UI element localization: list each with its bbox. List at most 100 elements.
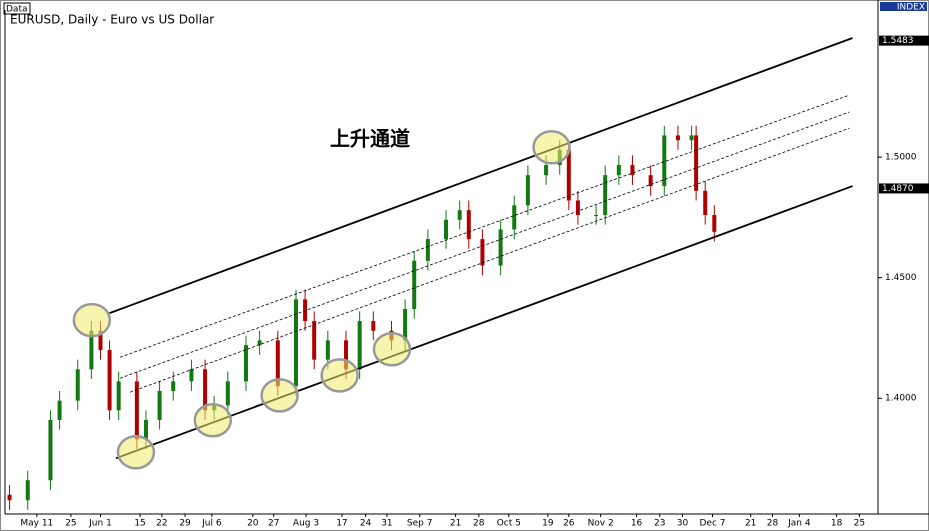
candle-body bbox=[466, 210, 471, 240]
channel-line bbox=[115, 185, 853, 460]
channel-line bbox=[119, 94, 850, 358]
x-tick-label: 26 bbox=[563, 519, 575, 529]
candle-body bbox=[412, 260, 417, 310]
x-tick-label: Jun 1 bbox=[88, 519, 112, 529]
x-tick-label: 21 bbox=[745, 519, 756, 529]
price-tag-label: 1.5483 bbox=[882, 36, 914, 46]
highlight-circle bbox=[193, 402, 233, 438]
candle-body bbox=[303, 299, 308, 322]
x-tick-label: 24 bbox=[360, 519, 372, 529]
candle-body bbox=[544, 165, 549, 176]
candle-body bbox=[616, 165, 621, 176]
x-tick-label: 31 bbox=[381, 519, 392, 529]
axis-badge bbox=[880, 2, 927, 11]
candle-body bbox=[225, 381, 230, 406]
highlight-circle bbox=[532, 129, 571, 165]
channel-line bbox=[109, 37, 853, 314]
candle-body bbox=[189, 369, 194, 382]
channel-line bbox=[129, 127, 850, 393]
candle-body bbox=[512, 205, 517, 230]
candle-body bbox=[203, 369, 208, 411]
candle-body bbox=[116, 381, 121, 411]
x-tick-label: 30 bbox=[677, 519, 689, 529]
x-tick-label: 21 bbox=[450, 519, 461, 529]
candle-body bbox=[425, 239, 430, 261]
candle-body bbox=[694, 135, 699, 191]
candle-body bbox=[525, 175, 530, 206]
candle-body bbox=[48, 419, 53, 481]
x-tick-label: Dec 7 bbox=[699, 519, 725, 529]
candle-body bbox=[294, 299, 298, 387]
tab bbox=[3, 2, 31, 15]
x-tick-label: 18 bbox=[831, 519, 843, 529]
candle-body bbox=[98, 330, 103, 351]
price-tag bbox=[879, 35, 929, 46]
candle-body bbox=[444, 219, 449, 240]
x-tick-label: 29 bbox=[179, 519, 191, 529]
x-tick-label: Oct 5 bbox=[497, 519, 521, 529]
candle-body bbox=[712, 214, 717, 232]
candle-body bbox=[689, 135, 694, 141]
x-tick-label: 16 bbox=[631, 519, 643, 529]
highlight-circle bbox=[72, 302, 112, 338]
x-tick-label: Nov 2 bbox=[588, 519, 614, 529]
price-tag bbox=[879, 183, 929, 194]
chart-title: EURUSD, Daily - Euro vs US Dollar bbox=[10, 13, 214, 27]
x-tick-label: 19 bbox=[542, 519, 554, 529]
x-tick-label: Sep 7 bbox=[407, 519, 433, 529]
candle-body bbox=[675, 135, 680, 141]
candle-body bbox=[357, 321, 362, 370]
candle-body bbox=[257, 340, 262, 346]
candle-body bbox=[630, 165, 635, 176]
candle-body bbox=[403, 309, 408, 341]
candle-body bbox=[603, 175, 608, 215]
x-tick-label: Jan 4 bbox=[787, 519, 811, 529]
candle-body bbox=[171, 381, 176, 392]
candle-body bbox=[662, 135, 667, 187]
candle-body bbox=[498, 229, 503, 266]
y-tick-label: 1.4000 bbox=[885, 394, 917, 404]
channel-line bbox=[119, 111, 850, 379]
candle-body bbox=[134, 381, 139, 440]
candle-body bbox=[325, 340, 330, 360]
candle-body bbox=[143, 419, 148, 440]
candle-body bbox=[57, 400, 62, 420]
x-tick-label: 17 bbox=[336, 519, 347, 529]
y-tick-label: 1.5000 bbox=[885, 153, 917, 163]
candle-body bbox=[25, 480, 30, 501]
axis-badge-label: INDEX bbox=[897, 3, 925, 13]
candle-body bbox=[107, 350, 112, 411]
x-tick-label: 28 bbox=[767, 519, 779, 529]
x-tick-label: May 11 bbox=[20, 519, 53, 529]
y-tick-label: 1.4500 bbox=[885, 273, 917, 283]
candle-body bbox=[703, 190, 708, 215]
candle-body bbox=[594, 214, 599, 216]
candle-body bbox=[89, 330, 94, 370]
x-tick-label: 15 bbox=[134, 519, 145, 529]
candle-body bbox=[75, 369, 80, 401]
candle-body bbox=[243, 345, 248, 382]
x-tick-label: 20 bbox=[247, 519, 259, 529]
candle-body bbox=[275, 340, 280, 387]
highlight-circle bbox=[320, 358, 359, 393]
annotation: 上升通道 bbox=[330, 127, 410, 151]
x-tick-label: Aug 3 bbox=[293, 519, 319, 529]
candle-body bbox=[480, 239, 485, 266]
candle-body bbox=[312, 321, 317, 360]
x-tick-label: 23 bbox=[654, 519, 665, 529]
candle-body bbox=[371, 321, 376, 331]
x-tick-label: 28 bbox=[473, 519, 485, 529]
x-tick-label: 22 bbox=[156, 519, 167, 529]
highlight-circle bbox=[372, 332, 412, 367]
highlight-circle bbox=[260, 378, 299, 413]
tab-label: Data bbox=[6, 5, 28, 15]
candle-body bbox=[344, 340, 349, 370]
candle-body bbox=[575, 200, 580, 215]
highlight-circle bbox=[116, 435, 156, 470]
x-tick-label: Jul 6 bbox=[201, 519, 222, 529]
candle-body bbox=[157, 391, 162, 420]
candle-body bbox=[566, 149, 571, 201]
x-tick-label: 25 bbox=[65, 519, 76, 529]
